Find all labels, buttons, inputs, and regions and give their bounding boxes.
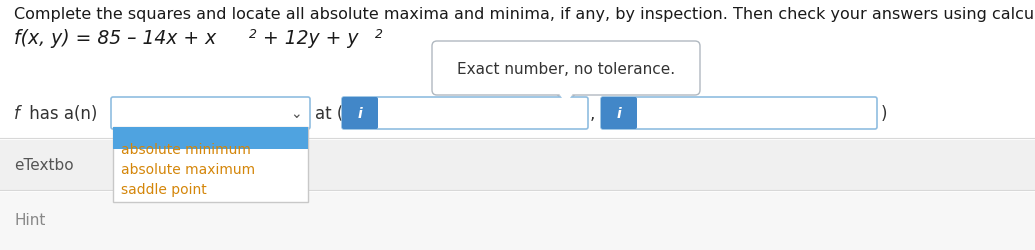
Polygon shape bbox=[554, 91, 578, 106]
Text: f(x, y) = 85 – 14x + x: f(x, y) = 85 – 14x + x bbox=[14, 29, 216, 48]
Text: f: f bbox=[14, 104, 20, 122]
FancyBboxPatch shape bbox=[432, 42, 700, 96]
Text: + 12y + y: + 12y + y bbox=[257, 29, 358, 48]
Text: Complete the squares and locate all absolute maxima and minima, if any, by inspe: Complete the squares and locate all abso… bbox=[14, 7, 1035, 22]
Text: ,: , bbox=[590, 104, 595, 122]
FancyBboxPatch shape bbox=[342, 98, 588, 130]
Text: at (: at ( bbox=[315, 104, 344, 122]
Text: absolute maximum: absolute maximum bbox=[121, 162, 255, 176]
FancyBboxPatch shape bbox=[601, 98, 877, 130]
Text: ⌄: ⌄ bbox=[290, 106, 302, 120]
Text: i: i bbox=[617, 106, 621, 120]
Text: ): ) bbox=[881, 104, 887, 122]
FancyBboxPatch shape bbox=[113, 128, 308, 202]
FancyBboxPatch shape bbox=[113, 128, 308, 150]
Text: has a(n): has a(n) bbox=[24, 104, 97, 122]
Text: 2: 2 bbox=[375, 28, 383, 41]
Text: 2: 2 bbox=[249, 28, 257, 41]
Polygon shape bbox=[556, 90, 576, 104]
Text: Exact number, no tolerance.: Exact number, no tolerance. bbox=[456, 61, 675, 76]
Text: eTextbo: eTextbo bbox=[14, 158, 73, 173]
Text: i: i bbox=[358, 106, 362, 120]
FancyBboxPatch shape bbox=[342, 98, 378, 130]
Text: Hint: Hint bbox=[14, 213, 46, 228]
Text: saddle point: saddle point bbox=[121, 182, 207, 196]
FancyBboxPatch shape bbox=[111, 98, 310, 130]
FancyBboxPatch shape bbox=[0, 140, 1035, 190]
FancyBboxPatch shape bbox=[601, 98, 637, 130]
FancyBboxPatch shape bbox=[0, 192, 1035, 250]
Text: absolute minimum: absolute minimum bbox=[121, 142, 250, 156]
